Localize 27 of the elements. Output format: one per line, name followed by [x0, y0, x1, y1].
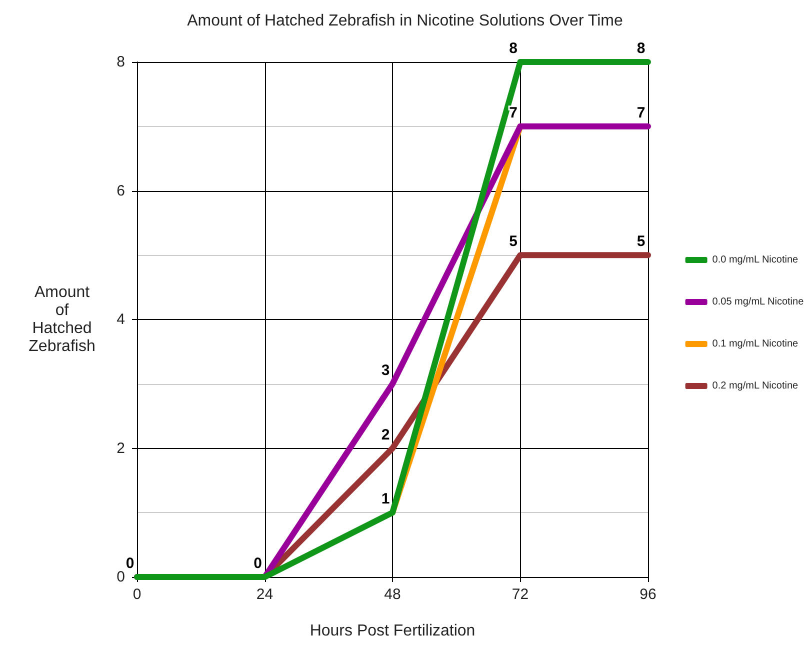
data-label: 7	[636, 104, 646, 122]
y-axis-title: Amount of Hatched Zebrafish	[28, 284, 96, 355]
x-tick-label: 0	[132, 586, 142, 603]
y-tick-label: 8	[116, 54, 125, 70]
chart-title: Amount of Hatched Zebrafish in Nicotine Solutions Over Time	[187, 12, 623, 30]
y-tick-label: 0	[116, 568, 125, 586]
y-tick-label: 6	[116, 182, 125, 200]
data-label: 7	[509, 104, 518, 122]
legend-label: 0.05 mg/mL Nicotine	[712, 296, 804, 308]
legend-label: 0.1 mg/mL Nicotine	[712, 338, 799, 350]
data-label: 3	[381, 362, 390, 379]
x-tick-label: 48	[384, 586, 401, 603]
legend-label: 0.2 mg/mL Nicotine	[712, 380, 799, 392]
data-label: 1	[381, 490, 390, 508]
x-axis-title: Hours Post Fertilization	[310, 622, 476, 640]
data-label: 5	[636, 233, 646, 250]
x-tick-label: 24	[256, 586, 274, 603]
data-label: 8	[509, 40, 518, 57]
data-label: 8	[636, 40, 646, 57]
data-label: 5	[509, 233, 518, 250]
x-tick-label: 72	[512, 586, 529, 603]
data-label: 2	[381, 426, 390, 444]
legend-label: 0.0 mg/mL Nicotine	[712, 254, 799, 266]
y-tick-label: 4	[116, 311, 125, 328]
x-tick-label: 96	[640, 586, 656, 603]
data-label: 0	[254, 555, 262, 572]
y-tick-label: 2	[116, 440, 125, 457]
